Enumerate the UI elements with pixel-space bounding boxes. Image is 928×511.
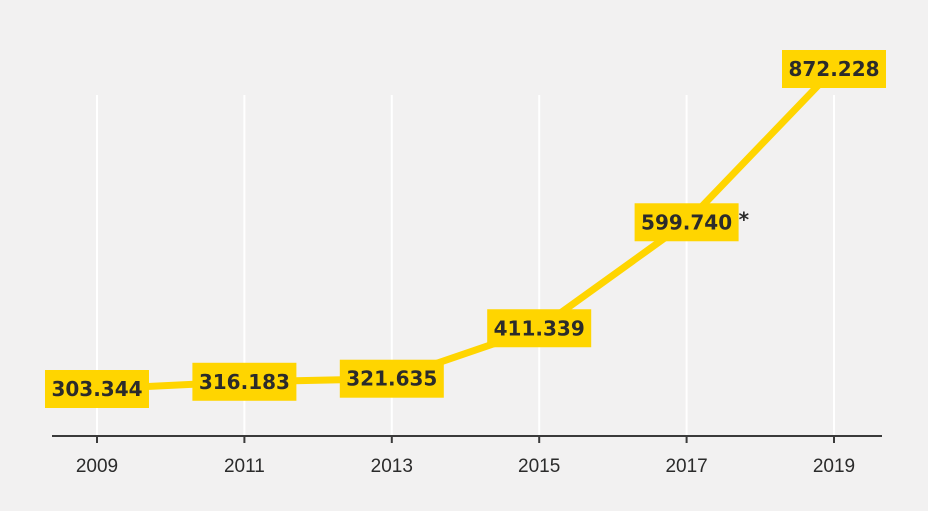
data-label-text: 316.183 bbox=[199, 370, 290, 394]
data-label-text: 599.740 bbox=[641, 210, 732, 234]
data-label-text: 872.228 bbox=[788, 57, 879, 81]
data-label-text: 321.635 bbox=[346, 367, 437, 391]
data-point-label: 872.228 bbox=[782, 50, 886, 88]
data-point-label: 321.635 bbox=[339, 359, 444, 398]
x-tick-label: 2011 bbox=[224, 456, 265, 477]
x-tick-label: 2013 bbox=[371, 456, 413, 477]
data-point-label: 316.183 bbox=[192, 362, 297, 401]
data-label-box bbox=[782, 50, 886, 88]
data-label-text: 411.339 bbox=[494, 316, 585, 340]
x-axis-ticks: 2009 2011 2013 2015 2017 2019 bbox=[76, 436, 855, 477]
x-tick-label: 2015 bbox=[518, 456, 560, 477]
data-label-box bbox=[634, 203, 739, 242]
data-point-label: 599.740 bbox=[634, 203, 739, 242]
data-point-label: 303.344 bbox=[45, 370, 149, 408]
data-label-box bbox=[45, 370, 149, 408]
x-tick-label: 2017 bbox=[665, 456, 707, 477]
annotations: * bbox=[739, 207, 750, 231]
data-label-text: 303.344 bbox=[51, 377, 142, 401]
annotation-asterisk: * bbox=[739, 207, 750, 231]
x-tick-label: 2019 bbox=[813, 456, 855, 477]
x-tick-label: 2009 bbox=[76, 456, 118, 477]
data-point-label: 411.339 bbox=[487, 309, 592, 348]
data-labels: 303.344 316.183 321.635 411.339 599.740 872.2… bbox=[45, 50, 886, 408]
data-label-box bbox=[487, 309, 592, 348]
data-label-box bbox=[339, 359, 444, 398]
data-label-box bbox=[192, 362, 297, 401]
